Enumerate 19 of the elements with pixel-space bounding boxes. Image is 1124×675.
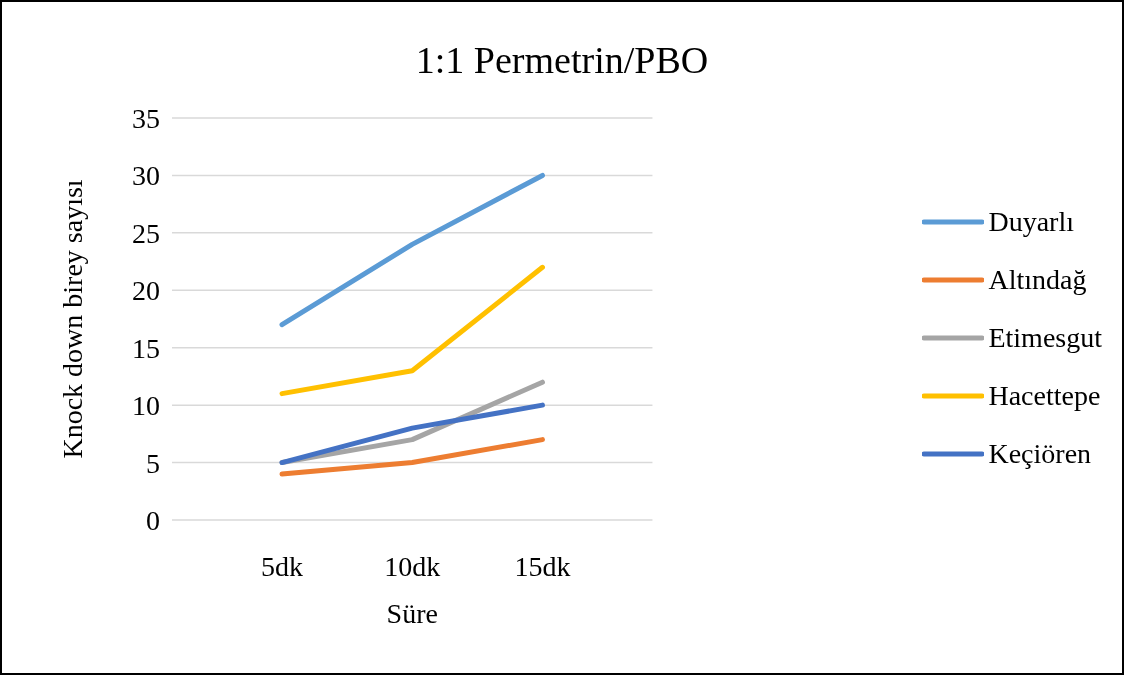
y-tick-label: 10: [132, 390, 160, 422]
x-axis-title: Süre: [386, 598, 438, 629]
legend-label: Altındağ: [988, 263, 1087, 296]
y-tick-label: 20: [132, 275, 160, 307]
x-tick-label: 15dk: [514, 550, 571, 582]
legend-label: Keçiören: [988, 437, 1092, 470]
y-tick-label: 15: [132, 332, 160, 364]
y-tick-label: 25: [132, 217, 160, 249]
y-tick-label: 30: [132, 160, 160, 192]
x-tick-label: 10dk: [384, 550, 441, 582]
legend-label: Duyarlı: [988, 205, 1074, 238]
legend-label: Hacettepe: [988, 379, 1101, 412]
x-tick-label: 5dk: [261, 550, 303, 582]
y-tick-label: 35: [132, 102, 160, 134]
y-tick-label: 0: [146, 504, 160, 536]
chart-title: 1:1 Permetrin/PBO: [414, 38, 710, 82]
y-tick-label: 5: [146, 447, 160, 479]
legend-label: Etimesgut: [988, 321, 1102, 354]
y-axis-title: Knock down birey sayısı: [56, 179, 88, 459]
